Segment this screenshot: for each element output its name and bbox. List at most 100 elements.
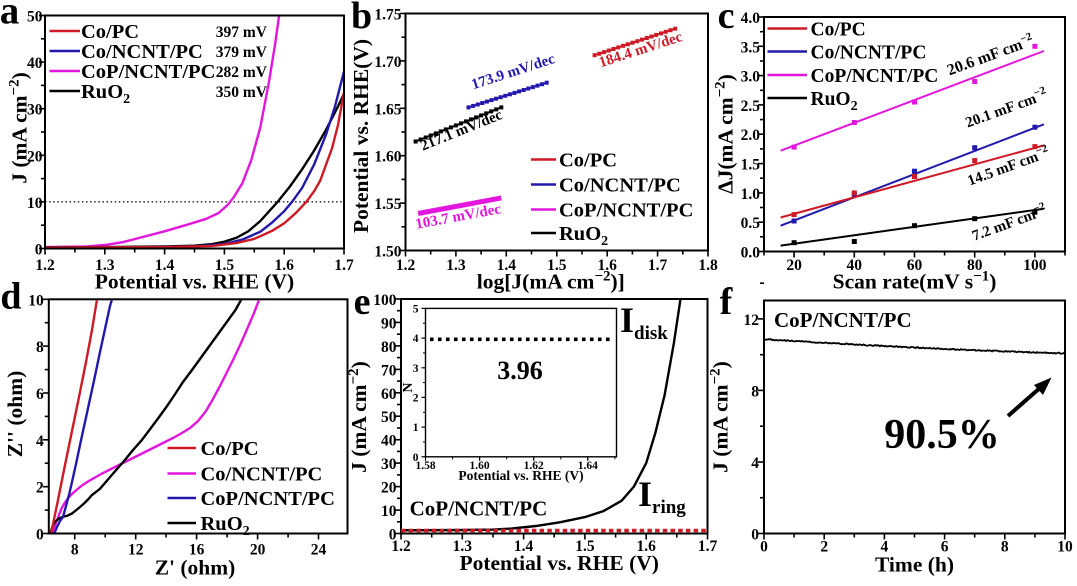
svg-text:Co/PC: Co/PC — [559, 150, 617, 172]
svg-text:2: 2 — [820, 539, 828, 556]
svg-text:1: 1 — [413, 422, 419, 434]
svg-text:1.8: 1.8 — [698, 257, 718, 274]
svg-text:3.96: 3.96 — [497, 356, 543, 385]
svg-text:1.4: 1.4 — [514, 538, 534, 555]
svg-text:20: 20 — [27, 148, 43, 165]
svg-text:1.65: 1.65 — [374, 101, 401, 118]
svg-text:10: 10 — [27, 195, 43, 212]
svg-text:40: 40 — [381, 433, 397, 450]
svg-text:CoP/NCNT/PC: CoP/NCNT/PC — [81, 61, 215, 83]
svg-text:1.5: 1.5 — [215, 257, 235, 274]
svg-text:1.64: 1.64 — [578, 460, 598, 472]
svg-text:1.2: 1.2 — [396, 257, 416, 274]
svg-text:1.6: 1.6 — [275, 257, 295, 274]
svg-text:4: 4 — [751, 455, 759, 472]
svg-text:1.6: 1.6 — [637, 538, 657, 555]
svg-text:4: 4 — [413, 333, 419, 345]
svg-text:100: 100 — [1023, 257, 1047, 274]
svg-text:1.7: 1.7 — [648, 257, 668, 274]
svg-text:8: 8 — [1001, 539, 1009, 556]
svg-text:1.3: 1.3 — [446, 257, 466, 274]
svg-text:Potential vs. RHE (V): Potential vs. RHE (V) — [95, 270, 294, 294]
svg-text:RuO2: RuO2 — [81, 81, 130, 107]
svg-text:397 mV: 397 mV — [216, 24, 268, 41]
svg-text:1.75: 1.75 — [374, 7, 401, 24]
svg-text:0: 0 — [760, 539, 768, 556]
svg-text:1.0: 1.0 — [741, 186, 761, 203]
svg-text:30: 30 — [27, 102, 43, 119]
svg-text:RuO2: RuO2 — [811, 89, 858, 114]
svg-text:1.3: 1.3 — [453, 538, 473, 555]
svg-text:CoP/NCNT/PC: CoP/NCNT/PC — [201, 488, 335, 510]
svg-text:20: 20 — [381, 480, 397, 497]
svg-text:80: 80 — [381, 339, 397, 356]
svg-text:Co/PC: Co/PC — [81, 21, 139, 43]
svg-text:Potential vs. RHE(V): Potential vs. RHE(V) — [349, 39, 373, 233]
svg-text:20: 20 — [250, 542, 266, 559]
svg-text:Z' (ohm): Z' (ohm) — [155, 556, 236, 580]
svg-text:1.7: 1.7 — [334, 257, 354, 274]
svg-text:3: 3 — [413, 363, 419, 375]
svg-text:2: 2 — [413, 392, 419, 404]
svg-text:Scan rate(mV s−1): Scan rate(mV s−1) — [833, 269, 997, 294]
svg-text:40: 40 — [27, 55, 43, 72]
svg-text:a: a — [0, 0, 19, 33]
svg-text:30: 30 — [381, 456, 397, 473]
svg-text:282 mV: 282 mV — [216, 64, 268, 81]
svg-text:Potential vs. RHE (V): Potential vs. RHE (V) — [459, 551, 658, 575]
svg-text:70: 70 — [381, 362, 397, 379]
svg-text:16: 16 — [189, 542, 205, 559]
svg-text:100: 100 — [373, 292, 397, 309]
svg-text:3.0: 3.0 — [741, 69, 761, 86]
svg-text:1.3: 1.3 — [95, 257, 115, 274]
svg-text:b: b — [351, 0, 372, 37]
svg-text:Z'' (ohm): Z'' (ohm) — [3, 371, 27, 458]
svg-text:6: 6 — [36, 386, 44, 403]
svg-text:Time (h): Time (h) — [875, 553, 954, 577]
svg-text:10: 10 — [381, 503, 397, 520]
svg-text:1.5: 1.5 — [741, 157, 761, 174]
svg-text:c: c — [718, 0, 735, 37]
svg-text:Co/NCNT/PC: Co/NCNT/PC — [811, 43, 927, 64]
svg-text:CoP/NCNT/PC: CoP/NCNT/PC — [811, 66, 939, 87]
svg-text:1.2: 1.2 — [391, 538, 411, 555]
svg-text:Co/PC: Co/PC — [201, 438, 259, 460]
svg-text:1.60: 1.60 — [470, 460, 490, 472]
svg-text:8: 8 — [36, 339, 44, 356]
svg-text:RuO2: RuO2 — [559, 223, 608, 249]
svg-text:Potential vs. RHE (V): Potential vs. RHE (V) — [458, 468, 583, 483]
svg-text:1.5: 1.5 — [547, 257, 567, 274]
svg-text:1.4: 1.4 — [155, 257, 175, 274]
svg-text:0: 0 — [35, 242, 43, 259]
svg-text:1.2: 1.2 — [35, 257, 55, 274]
svg-text:ΔJ(mA cm−2): ΔJ(mA cm−2) — [713, 74, 738, 194]
svg-text:f: f — [720, 281, 734, 323]
svg-text:4: 4 — [881, 539, 889, 556]
svg-text:3.5: 3.5 — [741, 39, 761, 56]
svg-text:1.62: 1.62 — [524, 460, 544, 472]
svg-text:24: 24 — [311, 542, 327, 559]
svg-text:CoP/NCNT/PC: CoP/NCNT/PC — [410, 497, 548, 521]
svg-text:50: 50 — [27, 9, 43, 26]
svg-text:4.0: 4.0 — [741, 10, 761, 27]
svg-text:60: 60 — [907, 257, 923, 274]
svg-text:80: 80 — [967, 257, 983, 274]
svg-text:379 mV: 379 mV — [216, 44, 268, 61]
svg-text:1.4: 1.4 — [497, 257, 517, 274]
svg-text:Co/NCNT/PC: Co/NCNT/PC — [81, 41, 203, 63]
svg-text:10: 10 — [1057, 539, 1073, 556]
svg-text:90: 90 — [381, 315, 397, 332]
svg-text:2.5: 2.5 — [741, 98, 761, 115]
svg-text:d: d — [0, 276, 21, 318]
svg-text:1.50: 1.50 — [374, 244, 401, 261]
svg-text:0: 0 — [413, 452, 419, 464]
svg-text:90.5%: 90.5% — [884, 412, 1000, 458]
svg-text:Co/NCNT/PC: Co/NCNT/PC — [559, 175, 681, 197]
svg-text:2: 2 — [36, 480, 44, 497]
svg-text:e: e — [354, 281, 371, 323]
svg-text:1.6: 1.6 — [598, 257, 618, 274]
svg-text:0: 0 — [389, 527, 397, 544]
svg-text:1.55: 1.55 — [374, 196, 401, 213]
svg-text:350 mV: 350 mV — [216, 84, 268, 101]
svg-text:20: 20 — [786, 257, 802, 274]
